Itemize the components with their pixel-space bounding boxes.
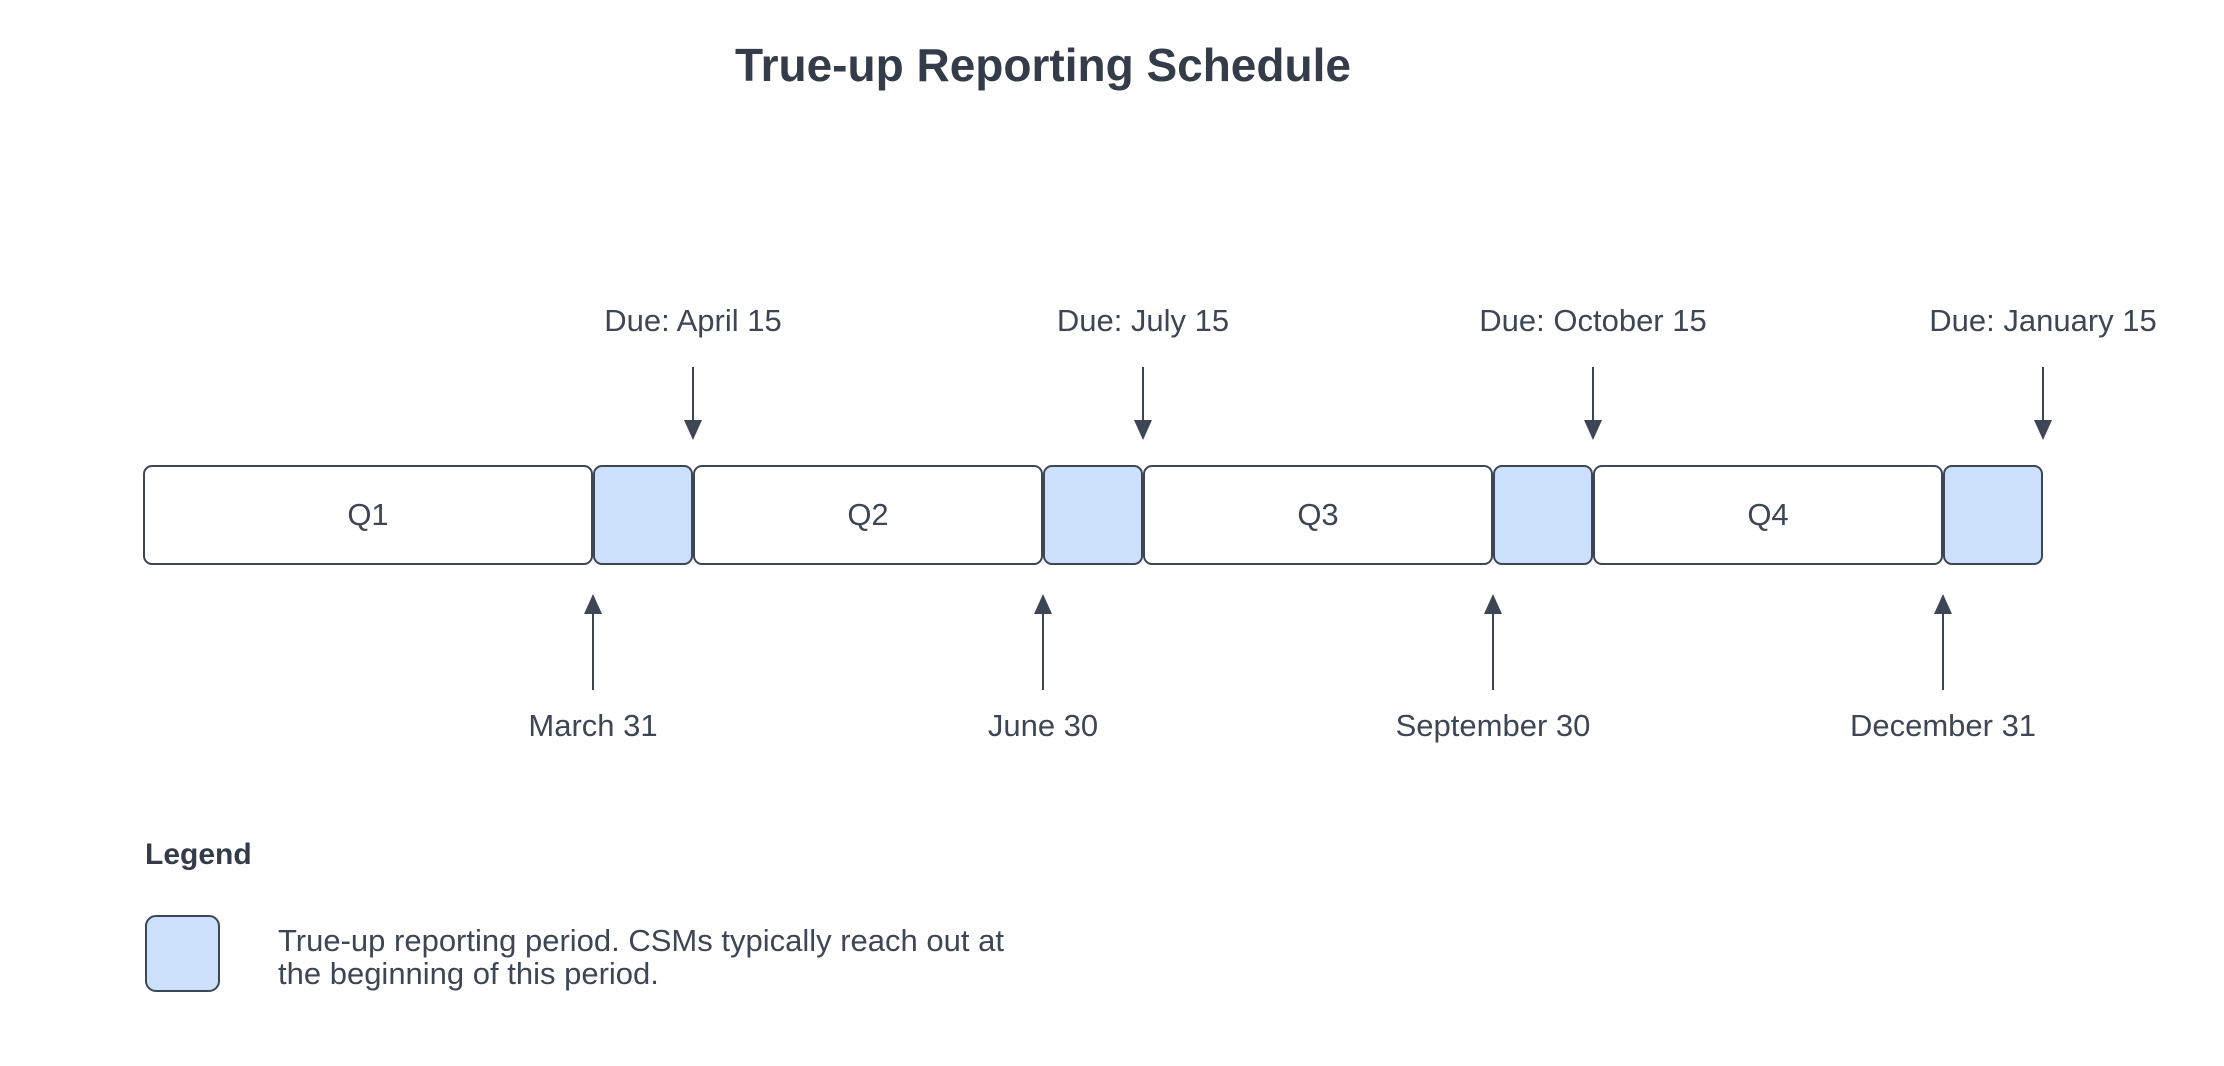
quarter-end-label-q4: December 31 [1849, 708, 2037, 743]
trueup-period-swatch [145, 915, 220, 992]
quarter-label: Q4 [1747, 497, 1789, 532]
arrow-down-icon [1134, 420, 1152, 440]
due-date-label-q4: Due: January 15 [1929, 303, 2157, 338]
arrow-down-icon [684, 420, 702, 440]
quarter-end-arrow-line [592, 612, 594, 690]
arrow-up-icon [1034, 594, 1052, 614]
arrow-down-icon [2034, 420, 2052, 440]
quarter-label: Q1 [347, 497, 389, 532]
quarter-box-q3: Q3 [1143, 465, 1493, 565]
due-arrow-line [2042, 367, 2044, 420]
quarter-box-q4: Q4 [1593, 465, 1943, 565]
trueup-period-box-3 [1493, 465, 1593, 565]
quarter-end-label-q3: September 30 [1395, 708, 1591, 743]
quarter-label: Q3 [1297, 497, 1339, 532]
trueup-period-box-4 [1943, 465, 2043, 565]
quarter-box-q2: Q2 [693, 465, 1043, 565]
arrow-down-icon [1584, 420, 1602, 440]
due-arrow-line [1142, 367, 1144, 420]
legend-item-description: True-up reporting period. CSMs typically… [278, 924, 1004, 990]
page-title: True-up Reporting Schedule [735, 39, 1351, 91]
due-arrow-line [1592, 367, 1594, 420]
due-arrow-line [692, 367, 694, 420]
quarter-end-label-q1: March 31 [528, 708, 658, 743]
due-date-label-q1: Due: April 15 [604, 303, 782, 338]
quarter-label: Q2 [847, 497, 889, 532]
quarter-end-arrow-line [1492, 612, 1494, 690]
legend-heading: Legend [145, 838, 252, 871]
arrow-up-icon [1934, 594, 1952, 614]
arrow-up-icon [1484, 594, 1502, 614]
arrow-up-icon [584, 594, 602, 614]
quarter-end-arrow-line [1042, 612, 1044, 690]
legend-item-line2: the beginning of this period. [278, 956, 659, 991]
quarter-box-q1: Q1 [143, 465, 593, 565]
trueup-period-box-2 [1043, 465, 1143, 565]
quarter-end-label-q2: June 30 [987, 708, 1099, 743]
due-date-label-q3: Due: October 15 [1479, 303, 1707, 338]
quarter-end-arrow-line [1942, 612, 1944, 690]
due-date-label-q2: Due: July 15 [1056, 303, 1230, 338]
legend-item-line1: True-up reporting period. CSMs typically… [278, 923, 1004, 958]
trueup-period-box-1 [593, 465, 693, 565]
